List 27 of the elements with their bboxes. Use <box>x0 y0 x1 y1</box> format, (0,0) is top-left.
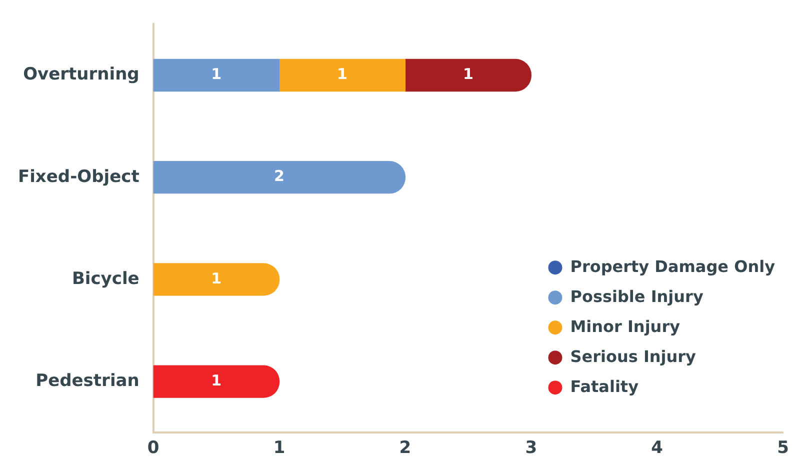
bar <box>404 58 532 92</box>
bar <box>153 161 406 194</box>
y-tick-label: Overturning <box>23 64 140 85</box>
x-tick-label: 2 <box>399 438 412 458</box>
bar <box>153 365 280 398</box>
legend-label: Fatality <box>570 376 640 396</box>
y-tick-label: Bicycle <box>72 268 140 289</box>
bar <box>153 263 280 296</box>
x-tick-label: 1 <box>273 438 286 458</box>
x-tick-label: 0 <box>147 438 160 458</box>
data-label: 2 <box>274 167 284 186</box>
x-tick-label: 3 <box>525 438 538 458</box>
data-label: 1 <box>211 65 222 84</box>
y-tick-label: Fixed-Object <box>18 166 140 187</box>
x-tick-label: 5 <box>777 438 789 458</box>
data-label: 1 <box>211 371 222 390</box>
bar <box>278 58 406 92</box>
data-label: 1 <box>211 269 222 288</box>
data-label: 1 <box>462 65 474 84</box>
y-tick-label: Pedestrian <box>36 370 140 391</box>
bar <box>153 58 280 92</box>
x-tick-label: 4 <box>651 438 664 458</box>
legend-label: Serious Injury <box>570 346 697 366</box>
legend-label: Minor Injury <box>570 316 681 336</box>
legend-label: Possible Injury <box>570 286 704 306</box>
legend-label: Property Damage Only <box>570 256 776 276</box>
data-label: 1 <box>337 65 348 84</box>
